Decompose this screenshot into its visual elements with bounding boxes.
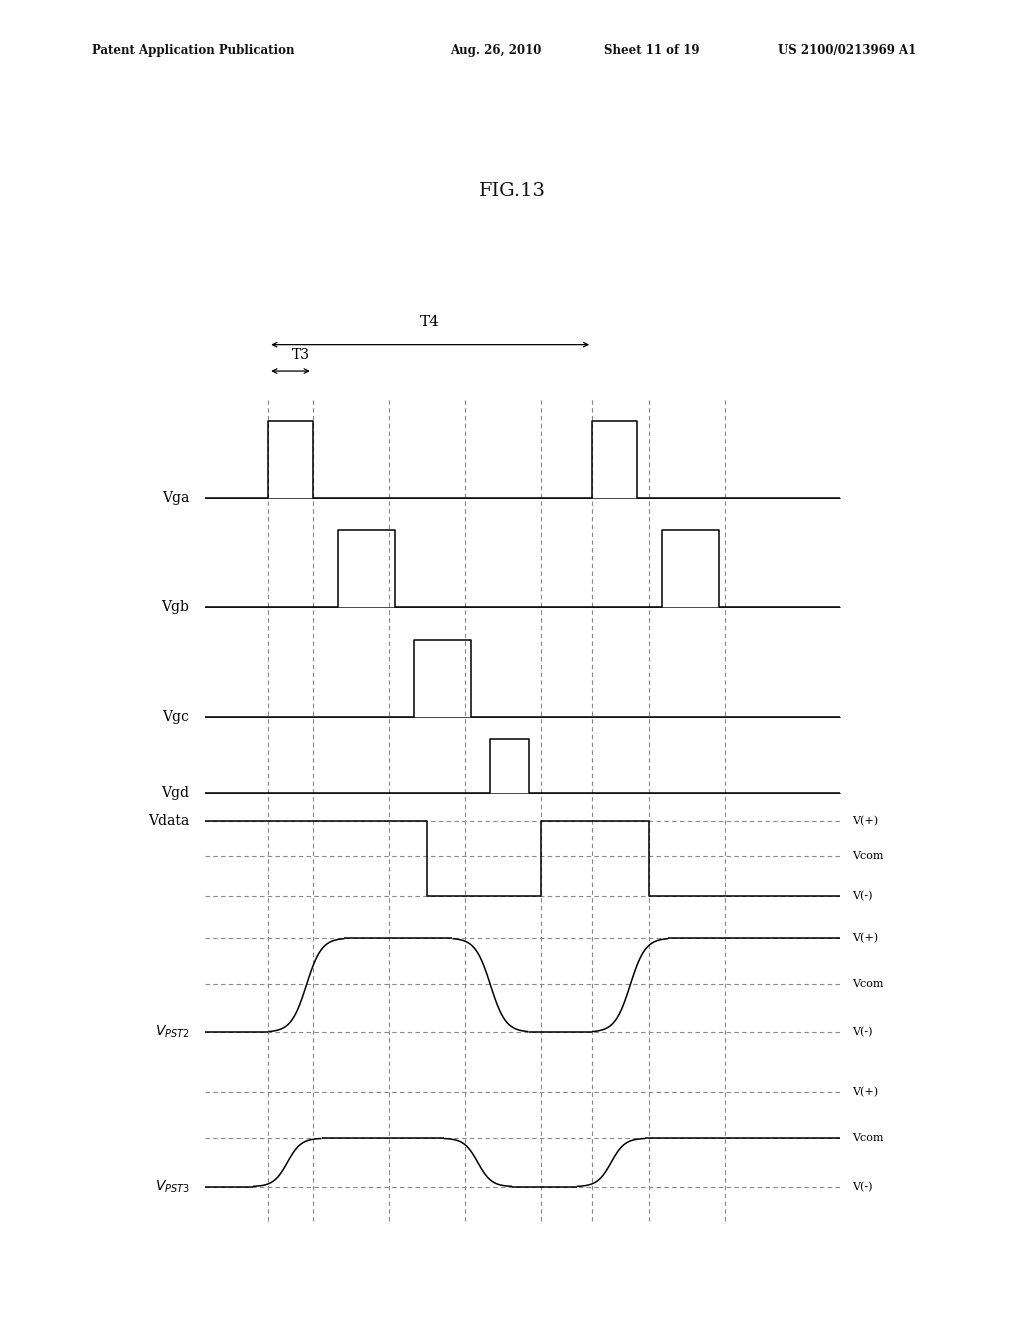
- Text: Vgc: Vgc: [163, 710, 189, 723]
- Text: Vcom: Vcom: [852, 978, 884, 989]
- Text: V(-): V(-): [852, 1181, 872, 1192]
- Text: V(+): V(+): [852, 1088, 879, 1098]
- Text: Vdata: Vdata: [148, 814, 189, 829]
- Text: V(+): V(+): [852, 816, 879, 826]
- Text: Vgd: Vgd: [162, 785, 189, 800]
- Text: FIG.13: FIG.13: [478, 182, 546, 201]
- Text: V(+): V(+): [852, 933, 879, 944]
- Text: Vcom: Vcom: [852, 851, 884, 861]
- Text: Sheet 11 of 19: Sheet 11 of 19: [604, 44, 699, 57]
- Text: US 2100/0213969 A1: US 2100/0213969 A1: [778, 44, 916, 57]
- Text: Vga: Vga: [162, 491, 189, 504]
- Text: Patent Application Publication: Patent Application Publication: [92, 44, 295, 57]
- Text: V(-): V(-): [852, 891, 872, 900]
- Text: $V_{PST2}$: $V_{PST2}$: [155, 1024, 189, 1040]
- Text: V(-): V(-): [852, 1027, 872, 1038]
- Text: T3: T3: [292, 347, 309, 362]
- Text: $V_{PST3}$: $V_{PST3}$: [155, 1179, 189, 1195]
- Text: Aug. 26, 2010: Aug. 26, 2010: [451, 44, 542, 57]
- Text: T4: T4: [420, 314, 440, 329]
- Text: Vcom: Vcom: [852, 1133, 884, 1143]
- Text: Vgb: Vgb: [162, 601, 189, 614]
